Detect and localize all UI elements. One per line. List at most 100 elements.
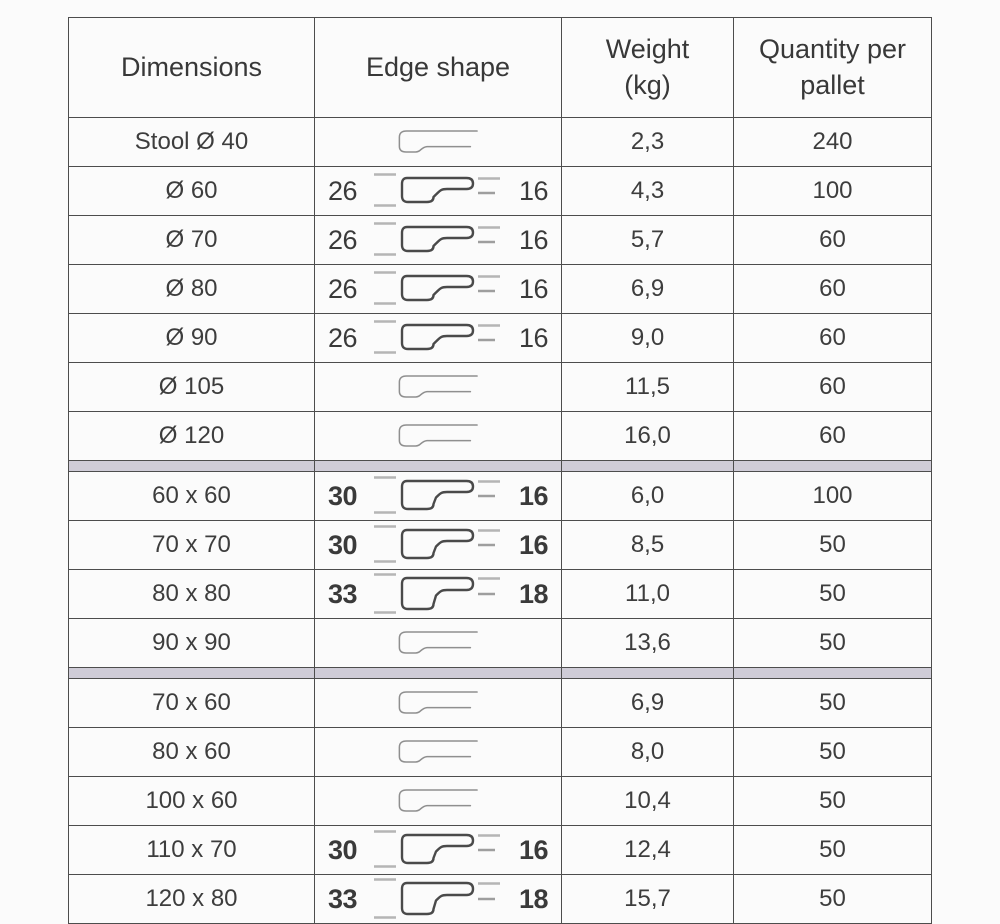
edge-right-dimension: 16 [518,175,549,206]
header-weight: Weight (kg) [561,17,734,118]
table-row: 80 x 60 8,0 50 [68,727,932,777]
edge-profile-plain-icon [398,691,478,714]
edge-profile-plain-icon [398,424,478,447]
edge-shape-cell: 33 18 [314,874,562,924]
edge-right-dimension: 16 [518,529,549,560]
weight-cell: 6,9 [561,678,734,728]
divider-cell [733,460,932,472]
edge-shape-cell [314,727,562,777]
edge-left-dimension: 26 [328,322,358,353]
weight-cell: 11,5 [561,362,734,412]
dimension-cell: Ø 70 [68,215,315,265]
divider-cell [314,667,562,679]
section-divider [68,667,932,679]
dimension-cell: 90 x 90 [68,618,315,668]
edge-shape-cell [314,618,562,668]
dimension-cell: 70 x 60 [68,678,315,728]
edge-right-dimension: 16 [518,224,549,255]
edge-shape-cell: 26 16 [314,166,562,216]
dimension-cell: 100 x 60 [68,776,315,826]
divider-cell [561,667,734,679]
edge-shape-drawing [316,413,561,460]
weight-cell: 8,0 [561,727,734,777]
edge-shape-cell [314,411,562,461]
dimension-cell: 80 x 80 [68,569,315,619]
edge-profile-plain-icon [398,631,478,654]
divider-cell [68,460,315,472]
edge-left-dimension: 26 [328,175,358,206]
edge-left-dimension: 30 [328,529,358,560]
weight-cell: 11,0 [561,569,734,619]
edge-shape-drawing: 30 16 [316,522,561,569]
edge-shape-drawing: 26 16 [316,266,561,313]
weight-cell: 10,4 [561,776,734,826]
dimension-cell: 80 x 60 [68,727,315,777]
quantity-cell: 240 [733,117,932,167]
weight-cell: 15,7 [561,874,734,924]
quantity-cell: 50 [733,874,932,924]
edge-shape-drawing [316,620,561,667]
edge-left-dimension: 33 [328,578,358,609]
header-edge-shape: Edge shape [314,17,562,118]
edge-shape-drawing [316,680,561,727]
quantity-cell: 60 [733,411,932,461]
weight-cell: 16,0 [561,411,734,461]
edge-shape-cell: 26 16 [314,313,562,363]
quantity-cell: 50 [733,825,932,875]
quantity-cell: 50 [733,569,932,619]
weight-cell: 4,3 [561,166,734,216]
table-body: Stool Ø 40 2,3 240 Ø 60 26 16 4,3 100 Ø … [68,117,932,924]
table-row: Ø 70 26 16 5,7 60 [68,215,932,265]
edge-left-dimension: 30 [328,834,358,865]
edge-shape-drawing: 30 16 [316,473,561,520]
spec-sheet: Dimensions Edge shape Weight (kg) Quantity p… [68,17,932,924]
edge-shape-cell [314,678,562,728]
dimension-cell: 120 x 80 [68,874,315,924]
table-row: 120 x 80 33 18 15,7 50 [68,874,932,924]
section-divider [68,460,932,472]
edge-shape-drawing: 26 16 [316,168,561,215]
edge-right-dimension: 16 [518,834,549,865]
quantity-cell: 50 [733,618,932,668]
table-row: 80 x 80 33 18 11,0 50 [68,569,932,619]
header-dimensions: Dimensions [68,17,315,118]
table-row: Ø 60 26 16 4,3 100 [68,166,932,216]
quantity-cell: 100 [733,166,932,216]
edge-right-dimension: 18 [518,578,549,609]
edge-profile-plain-icon [398,789,478,812]
edge-left-dimension: 26 [328,224,358,255]
table-row: 60 x 60 30 16 6,0 100 [68,471,932,521]
edge-shape-drawing [316,778,561,825]
weight-cell: 9,0 [561,313,734,363]
weight-cell: 13,6 [561,618,734,668]
quantity-cell: 60 [733,264,932,314]
dimension-cell: Ø 60 [68,166,315,216]
dimension-cell: Ø 80 [68,264,315,314]
edge-shape-cell: 33 18 [314,569,562,619]
edge-shape-cell: 30 16 [314,471,562,521]
edge-shape-drawing: 33 18 [316,571,561,618]
divider-cell [68,667,315,679]
table-row: Stool Ø 40 2,3 240 [68,117,932,167]
quantity-cell: 50 [733,776,932,826]
edge-profile-dimensioned-icon [374,271,500,305]
table-row: Ø 105 11,5 60 [68,362,932,412]
table-header: Dimensions Edge shape Weight (kg) Quantity p… [68,17,932,118]
edge-profile-dimensioned-icon [374,320,500,354]
edge-shape-cell: 30 16 [314,520,562,570]
edge-profile-plain-icon [398,375,478,398]
edge-profile-dimensioned-icon [374,830,500,868]
edge-profile-dimensioned-icon [374,878,500,919]
dimension-cell: 70 x 70 [68,520,315,570]
weight-cell: 6,0 [561,471,734,521]
edge-shape-drawing: 26 16 [316,217,561,264]
edge-profile-plain-icon [398,130,478,153]
dimension-cell: Ø 120 [68,411,315,461]
table-row: 110 x 70 30 16 12,4 50 [68,825,932,875]
edge-profile-plain-icon [398,740,478,763]
quantity-cell: 60 [733,215,932,265]
dimension-cell: 110 x 70 [68,825,315,875]
quantity-cell: 50 [733,727,932,777]
quantity-cell: 100 [733,471,932,521]
product-table: Dimensions Edge shape Weight (kg) Quantity p… [68,17,932,924]
